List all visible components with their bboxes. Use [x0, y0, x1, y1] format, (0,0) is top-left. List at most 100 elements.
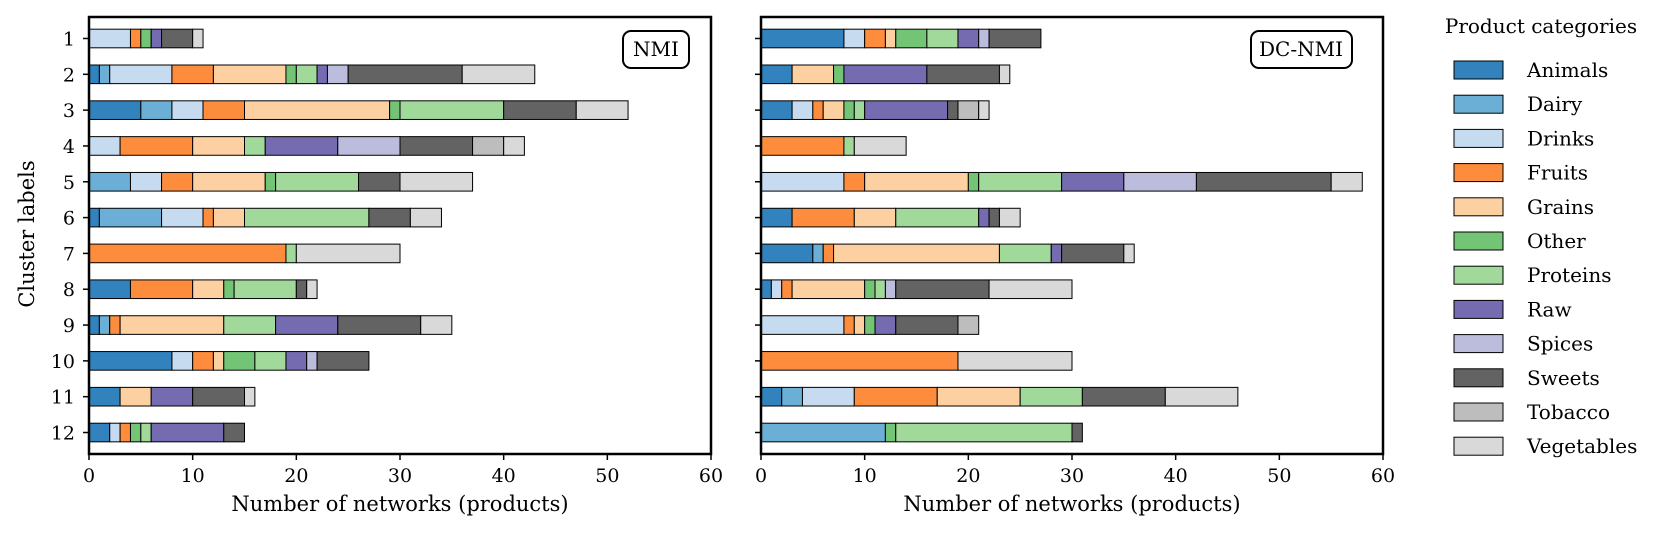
legend-label-vegetables: Vegetables — [1526, 434, 1637, 458]
legend-swatch-grains — [1453, 197, 1504, 217]
left-bar-3-animals — [88, 100, 142, 120]
left-bar-6-drinks — [161, 207, 204, 228]
left-bar-9-dairy — [98, 315, 111, 335]
right-bar-9-raw — [874, 315, 897, 335]
right-bar-3-fruits — [812, 100, 824, 120]
left-bar-6-sweets — [368, 207, 411, 228]
right-bar-1-raw — [957, 28, 980, 49]
left-bar-9-raw — [275, 315, 339, 335]
left-bar-3-fruits — [202, 100, 245, 120]
right-bar-1-spices — [978, 28, 990, 49]
right-bar-8-fruits — [781, 279, 793, 300]
legend-label-fruits: Fruits — [1527, 161, 1588, 185]
right-bar-6-raw — [978, 207, 990, 228]
right-tag: DC-NMI — [1259, 37, 1343, 61]
left-bar-3-grains — [244, 100, 391, 120]
legend-swatch-vegetables — [1453, 436, 1504, 456]
right-bar-3-animals — [760, 100, 793, 120]
right-bar-11-fruits — [853, 386, 938, 407]
left-bar-9-fruits — [109, 315, 121, 335]
legend-swatch-fruits — [1453, 163, 1504, 183]
left-xtick-label-0: 0 — [83, 465, 95, 487]
right-bar-5-sweets — [1195, 171, 1332, 192]
right-xtick-label-30: 30 — [1060, 465, 1084, 487]
left-bar-9-sweets — [337, 315, 422, 335]
right-bar-2-other — [833, 64, 845, 85]
right-bar-8-spices — [884, 279, 897, 300]
right-bar-6-animals — [760, 207, 793, 228]
right-bar-11-animals — [760, 386, 783, 407]
right-bar-8-other — [864, 279, 876, 300]
left-bar-4-tobacco — [472, 136, 505, 156]
left-bar-12-proteins — [140, 422, 152, 443]
left-bar-5-vegetables — [399, 171, 474, 192]
legend-swatch-animals — [1453, 60, 1504, 80]
left-bar-1-other — [140, 28, 152, 49]
right-bar-2-grains — [791, 64, 835, 85]
legend-label-raw: Raw — [1527, 297, 1572, 321]
right-bar-11-drinks — [801, 386, 855, 407]
right-xtick-label-10: 10 — [853, 465, 877, 487]
left-bar-10-drinks — [171, 351, 194, 371]
right-bar-1-grains — [884, 28, 897, 49]
right-bar-10-vegetables — [957, 351, 1073, 371]
left-bar-5-proteins — [275, 171, 360, 192]
right-bar-3-vegetables — [978, 100, 990, 120]
right-bar-7-proteins — [998, 243, 1052, 264]
right-bar-11-sweets — [1081, 386, 1166, 407]
right-bar-3-proteins — [853, 100, 866, 120]
left-bar-1-sweets — [161, 28, 194, 49]
right-bar-1-animals — [760, 28, 845, 49]
right-bar-7-fruits — [822, 243, 835, 264]
right-bar-2-raw — [843, 64, 928, 85]
right-bar-8-animals — [760, 279, 772, 300]
right-panel: 0 10 20 30 40 50 60 — [755, 15, 1395, 487]
left-bar-2-vegetables — [461, 64, 536, 85]
left-bar-4-spices — [337, 136, 401, 156]
left-bar-8-proteins — [233, 279, 297, 300]
left-xtick-label-30: 30 — [388, 465, 412, 487]
right-xtick-label-50: 50 — [1267, 465, 1291, 487]
right-bar-6-fruits — [791, 207, 855, 228]
left-bar-11-animals — [88, 386, 121, 407]
right-bar-3-sweets — [947, 100, 959, 120]
left-bar-4-proteins — [244, 136, 266, 156]
left-bar-6-animals — [88, 207, 100, 228]
left-bar-9-vegetables — [420, 315, 453, 335]
right-bar-7-dairy — [812, 243, 824, 264]
left-bar-3-proteins — [399, 100, 505, 120]
left-bar-2-fruits — [171, 64, 214, 85]
left-bar-3-other — [389, 100, 401, 120]
right-bar-6-grains — [853, 207, 897, 228]
right-bar-7-animals — [760, 243, 814, 264]
right-bar-8-grains — [791, 279, 866, 300]
legend: Animals Dairy Drinks Fruits Grains Other Prote… — [1453, 58, 1637, 458]
right-xtick-label-20: 20 — [956, 465, 980, 487]
right-bar-3-drinks — [791, 100, 814, 120]
right-bar-8-drinks — [770, 279, 783, 300]
right-bar-1-proteins — [926, 28, 959, 49]
right-bar-11-proteins — [1019, 386, 1083, 407]
right-bar-1-sweets — [988, 28, 1042, 49]
right-bar-2-animals — [760, 64, 793, 85]
right-bar-2-sweets — [926, 64, 1000, 85]
left-bar-12-raw — [150, 422, 225, 443]
left-bar-8-sweets — [295, 279, 308, 300]
left-ylabel: Cluster labels — [15, 160, 39, 307]
right-bar-4-fruits — [760, 136, 845, 156]
right-bar-7-raw — [1050, 243, 1063, 264]
left-bar-8-grains — [192, 279, 225, 300]
left-bar-4-grains — [192, 136, 245, 156]
left-bar-2-dairy — [98, 64, 111, 85]
right-plot-frame — [759, 15, 1385, 456]
left-ytick-label-9: 9 — [63, 315, 75, 337]
legend-label-drinks: Drinks — [1527, 126, 1594, 150]
left-bar-7-vegetables — [295, 243, 401, 264]
left-bar-7-proteins — [285, 243, 297, 264]
left-bar-10-spices — [306, 351, 318, 371]
legend-swatch-tobacco — [1453, 402, 1504, 422]
left-bar-11-raw — [150, 386, 194, 407]
left-ytick-label-6: 6 — [63, 208, 75, 230]
left-bar-11-sweets — [192, 386, 245, 407]
left-ytick-label-1: 1 — [63, 28, 75, 50]
